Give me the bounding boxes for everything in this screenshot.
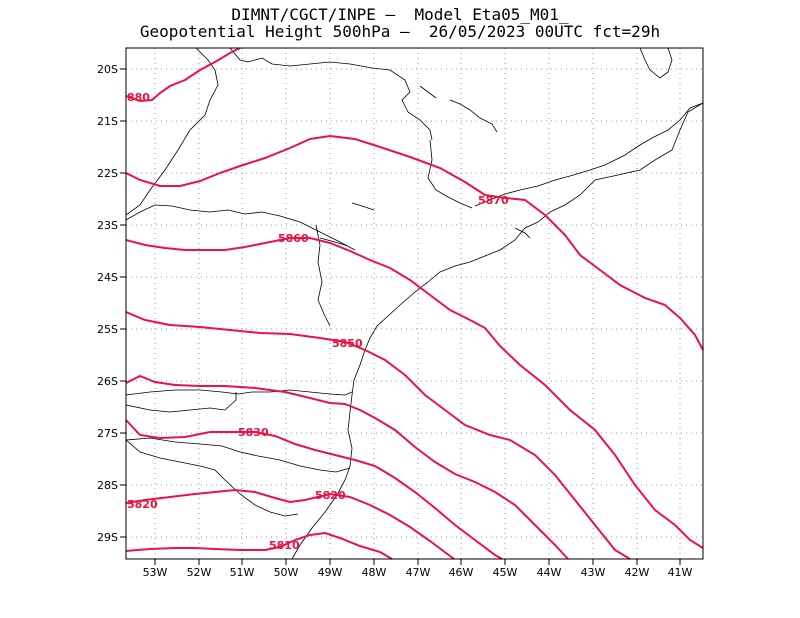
lon-label-47w: 47W bbox=[406, 566, 431, 579]
lat-label-23s: 23S bbox=[97, 219, 118, 232]
lon-label-41w: 41W bbox=[668, 566, 693, 579]
chart-title: DIMNT/CGCT/INPE – Model Eta05_M01_ Geopo… bbox=[0, 6, 800, 40]
lon-label-52w: 52W bbox=[187, 566, 212, 579]
contour-5880 bbox=[125, 47, 241, 103]
lon-label-50w: 50W bbox=[274, 566, 299, 579]
lat-label-29s: 29S bbox=[97, 531, 118, 544]
state-border-sc-rs bbox=[125, 437, 351, 473]
contour-5840 bbox=[125, 374, 569, 560]
contour-5870 bbox=[125, 134, 704, 351]
contour-label-5810: 5810 bbox=[269, 539, 300, 552]
lon-label-43w: 43W bbox=[581, 566, 606, 579]
lat-label-28s: 28S bbox=[97, 479, 118, 492]
state-border-rs-uruguay bbox=[125, 392, 237, 413]
state-border-mg-rj bbox=[474, 102, 704, 207]
state-border-sp-mg bbox=[427, 139, 473, 209]
lon-label-49w: 49W bbox=[318, 566, 343, 579]
lat-label-25s: 25S bbox=[97, 323, 118, 336]
coastline bbox=[291, 102, 704, 560]
state-border-mg-north bbox=[229, 47, 433, 141]
lon-label-42w: 42W bbox=[625, 566, 650, 579]
contour-label-5830: 5830 bbox=[238, 426, 269, 439]
mg-es-border bbox=[639, 47, 673, 79]
lat-label-21s: 21S bbox=[97, 115, 118, 128]
tick-marks bbox=[120, 68, 681, 565]
lat-labels: 20S 21S 22S 23S 24S 25S 26S 27S 28S 29S bbox=[97, 63, 118, 544]
state-border-pr-west bbox=[315, 224, 331, 327]
lat-label-20s: 20S bbox=[97, 63, 118, 76]
title-line-2: Geopotential Height 500hPa – 26/05/2023 … bbox=[139, 22, 661, 41]
contour-labels: 880 5870 5860 5850 5830 5820 5820 5810 bbox=[127, 91, 509, 552]
lat-label-27s: 27S bbox=[97, 427, 118, 440]
title-line-1: DIMNT/CGCT/INPE – Model Eta05_M01_ bbox=[231, 5, 569, 24]
coastline-and-borders bbox=[125, 47, 704, 560]
lon-label-48w: 48W bbox=[362, 566, 387, 579]
contour-5820 bbox=[125, 488, 455, 560]
lat-label-26s: 26S bbox=[97, 375, 118, 388]
state-border-go-ms bbox=[125, 47, 219, 216]
lakes bbox=[319, 85, 531, 247]
contour-label-5870: 5870 bbox=[478, 194, 509, 207]
lat-label-24s: 24S bbox=[97, 271, 118, 284]
contour-5860 bbox=[125, 237, 704, 549]
lon-label-45w: 45W bbox=[493, 566, 518, 579]
lon-label-44w: 44W bbox=[537, 566, 562, 579]
contour-label-5820-west: 5820 bbox=[127, 498, 158, 511]
lon-labels: 53W 52W 51W 50W 49W 48W 47W 46W 45W 44W … bbox=[143, 566, 693, 579]
state-border-sp-pr bbox=[125, 204, 356, 251]
lat-label-22s: 22S bbox=[97, 167, 118, 180]
contour-label-5860: 5860 bbox=[278, 232, 309, 245]
map-frame bbox=[125, 47, 704, 560]
contour-5850 bbox=[125, 311, 631, 560]
contour-5830 bbox=[125, 419, 503, 560]
contour-label-5880: 880 bbox=[127, 91, 150, 104]
contour-5810 bbox=[125, 531, 393, 560]
state-border-pr-sc bbox=[125, 389, 353, 396]
lon-label-51w: 51W bbox=[230, 566, 255, 579]
contours bbox=[125, 47, 704, 560]
lon-label-46w: 46W bbox=[449, 566, 474, 579]
contour-label-5820-east: 5820 bbox=[315, 489, 346, 502]
contour-label-5850: 5850 bbox=[332, 337, 363, 350]
state-border-argentina bbox=[125, 439, 299, 517]
graticule bbox=[126, 48, 703, 559]
lon-label-53w: 53W bbox=[143, 566, 168, 579]
